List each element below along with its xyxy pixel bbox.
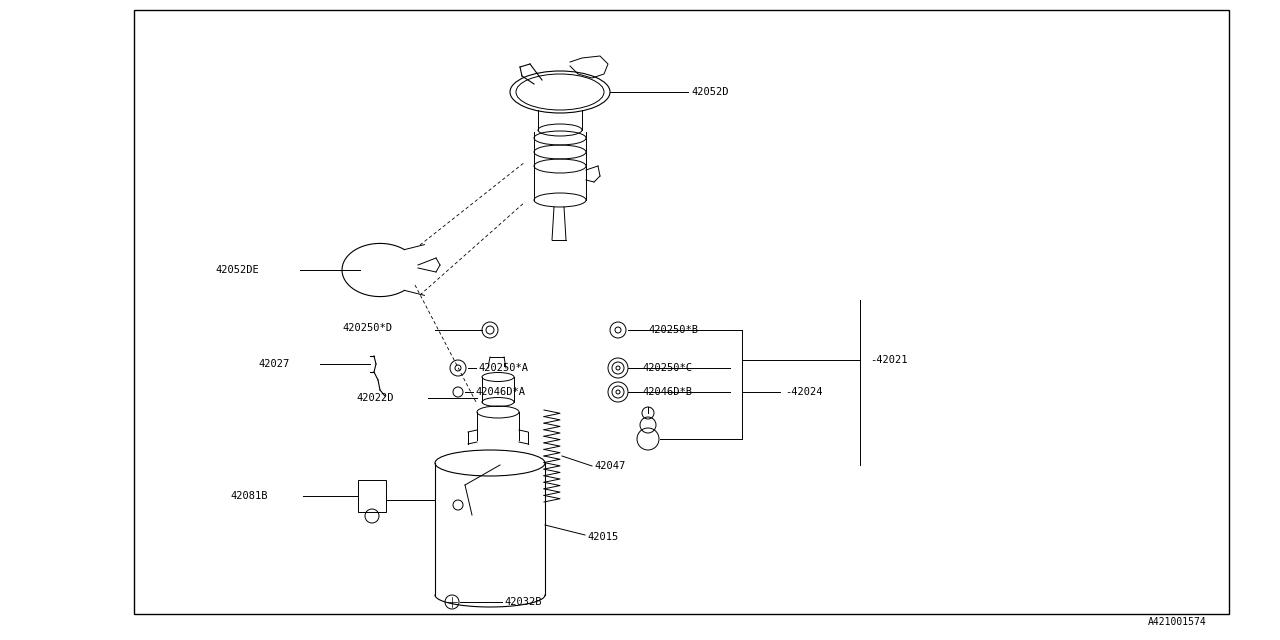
Text: 42047: 42047 [594,461,625,471]
Text: -42024: -42024 [785,387,823,397]
Text: 42081B: 42081B [230,491,268,501]
Text: 420250*A: 420250*A [477,363,529,373]
Text: 42032B: 42032B [504,597,541,607]
Text: 420250*C: 420250*C [643,363,692,373]
Text: 420250*D: 420250*D [342,323,392,333]
Text: 42022D: 42022D [356,393,393,403]
Text: 420250*B: 420250*B [648,325,698,335]
Text: 42015: 42015 [588,532,618,542]
Bar [358,480,387,512]
Text: -42021: -42021 [870,355,908,365]
Text: 42046D*A: 42046D*A [475,387,525,397]
Bar [134,10,1229,614]
Text: 42052D: 42052D [691,87,728,97]
Text: 42052DE: 42052DE [215,265,259,275]
Text: 42027: 42027 [259,359,289,369]
Text: 42046D*B: 42046D*B [643,387,692,397]
Text: A421001574: A421001574 [1148,617,1207,627]
